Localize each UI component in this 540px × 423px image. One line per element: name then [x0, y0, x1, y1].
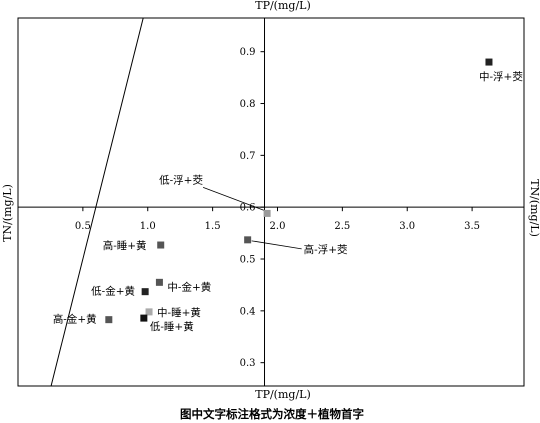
plot-frame	[17, 17, 525, 387]
x-tick-group: 0.5 1.0 1.5 2.0 2.5 3.0 3.5	[75, 207, 480, 232]
x-tick-label: 3.5	[464, 221, 480, 232]
leader-line	[202, 187, 265, 211]
data-point	[485, 58, 493, 66]
point-label: 中-睡+黄	[157, 306, 201, 319]
figure-caption: 图中文字标注格式为浓度＋植物首字	[180, 407, 364, 421]
point-label: 低-浮+茭	[159, 173, 203, 186]
top-axis-title: TP/(mg/L)	[255, 0, 311, 12]
y-tick-label: 0.3	[240, 358, 256, 369]
point-label: 中-金+黄	[167, 280, 211, 293]
data-point	[145, 308, 153, 316]
y-tick-label: 0.5	[240, 255, 256, 266]
point-label-group: 中-浮+茭低-浮+茭高-浮+茭 高-睡+黄中-金+黄 低-金+黄中-睡+黄低-睡+黄…	[53, 70, 523, 333]
y-tick-label: 0.9	[240, 47, 256, 58]
data-point	[105, 316, 113, 324]
point-group	[105, 58, 493, 324]
x-tick-label: 1.0	[140, 221, 156, 232]
point-label: 低-金+黄	[91, 285, 135, 298]
point-label: 低-睡+黄	[150, 320, 194, 333]
data-point	[157, 241, 165, 249]
one-to-one-reference-line	[50, 17, 144, 387]
data-point	[244, 236, 252, 244]
x-tick-label: 3.0	[399, 221, 415, 232]
y-tick-label: 0.4	[240, 306, 256, 317]
point-label: 高-浮+茭	[304, 243, 348, 256]
bottom-axis-title: TP/(mg/L)	[255, 388, 311, 401]
data-point	[140, 314, 148, 322]
x-tick-label: 1.5	[205, 221, 221, 232]
point-label: 高-睡+黄	[103, 239, 147, 252]
x-tick-label: 0.5	[75, 221, 91, 232]
y-tick-label: 0.8	[240, 99, 256, 110]
leader-line	[251, 240, 302, 250]
x-tick-label: 2.5	[334, 221, 350, 232]
data-point	[263, 209, 271, 217]
leader-line-group	[202, 187, 302, 250]
x-tick-label: 2.0	[270, 221, 286, 232]
y-tick-group: 0.3 0.4 0.5 0.6 0.7 0.8 0.9	[240, 47, 265, 369]
point-label: 高-金+黄	[53, 313, 97, 326]
right-axis-title: TN/(mg/L)	[528, 179, 540, 237]
data-point	[141, 288, 149, 296]
left-axis-title: TN/(mg/L)	[1, 184, 14, 242]
y-tick-label: 0.6	[240, 203, 256, 214]
point-label: 中-浮+茭	[479, 70, 523, 83]
y-tick-label: 0.7	[240, 151, 256, 162]
data-point	[155, 278, 163, 286]
